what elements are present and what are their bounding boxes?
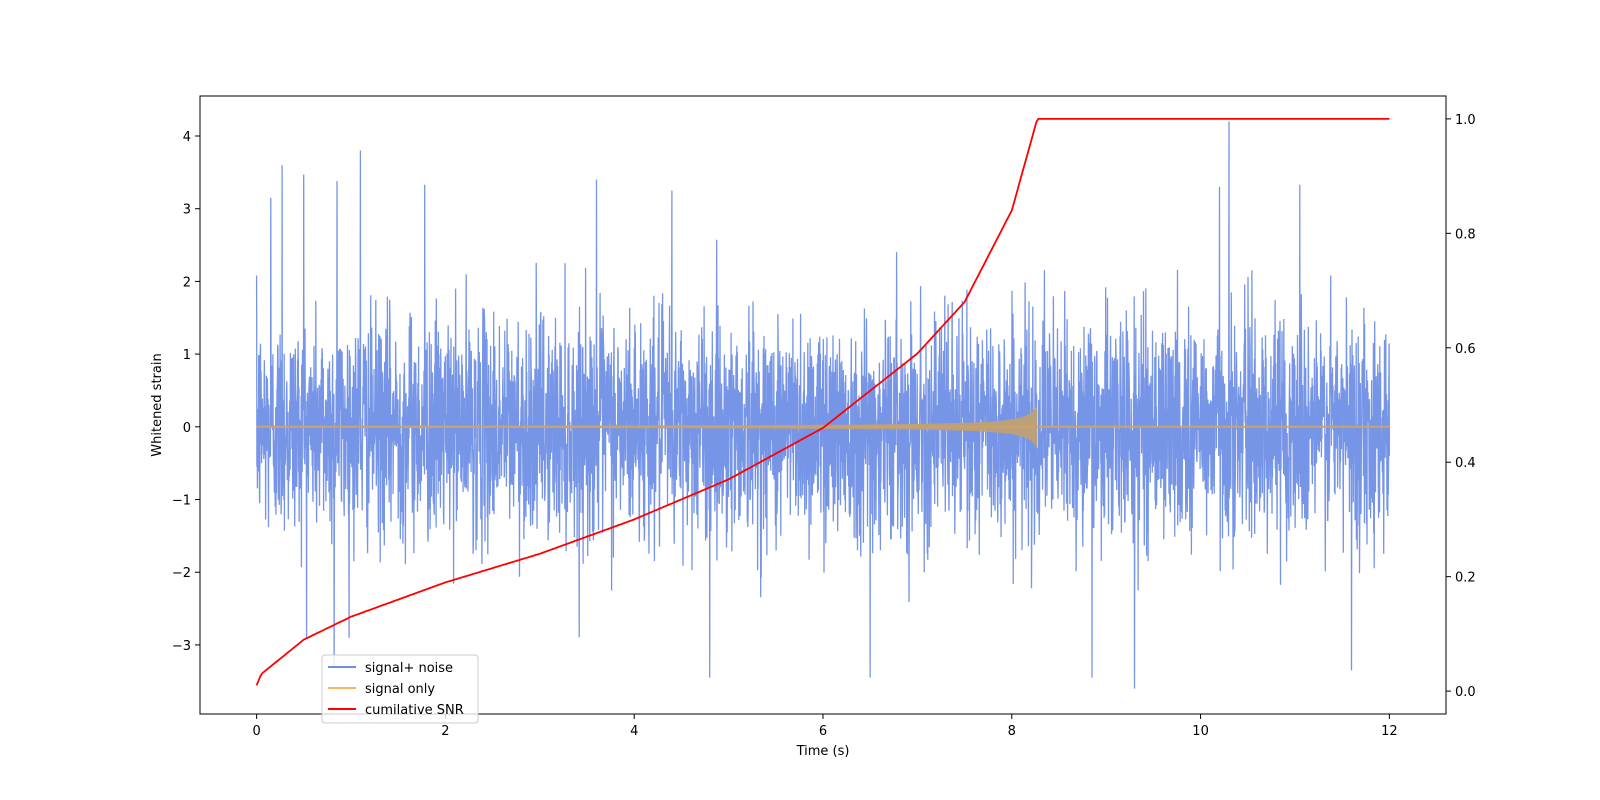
legend-box [321, 654, 479, 724]
legend: signal+ noise signal only cumilative SNR [321, 654, 479, 724]
plot-area [255, 118, 1391, 689]
y2-tick-label: 0.8 [1455, 227, 1476, 242]
x-axis-label: Time (s) [796, 744, 850, 759]
x-tick-label: 4 [630, 724, 638, 739]
x-tick-label: 8 [1008, 724, 1016, 739]
legend-label-cumulative-snr: cumilative SNR [365, 703, 464, 718]
x-tick-label: 2 [441, 724, 449, 739]
y-axis-ticks: −3 −2 −1 0 1 2 3 4 [172, 130, 200, 654]
y2-tick-label: 1.0 [1455, 113, 1476, 128]
y2-tick-label: 0.2 [1455, 571, 1476, 586]
y-tick-label: 0 [183, 421, 191, 436]
y-tick-label: 1 [183, 348, 191, 363]
y-tick-label: 2 [183, 275, 191, 290]
x-tick-label: 0 [252, 724, 260, 739]
y2-tick-label: 0.0 [1455, 685, 1476, 700]
y-tick-label: 4 [183, 130, 191, 145]
y-tick-label: −1 [172, 494, 191, 509]
x-tick-label: 6 [819, 724, 827, 739]
series-layer [255, 118, 1391, 689]
x-axis-ticks: 0 2 4 6 8 10 12 [252, 714, 1398, 739]
legend-label-signal-only: signal only [365, 682, 435, 697]
series-cumulative-snr [255, 118, 1390, 686]
y2-axis-ticks: 0.0 0.2 0.4 0.6 0.8 1.0 [1446, 113, 1476, 700]
legend-label-signal-noise: signal+ noise [365, 661, 453, 676]
x-tick-label: 10 [1192, 724, 1209, 739]
y2-tick-label: 0.4 [1455, 456, 1476, 471]
y2-tick-label: 0.6 [1455, 342, 1476, 357]
y-axis-label: Whitened strain [150, 353, 165, 456]
y-tick-label: −3 [172, 639, 191, 654]
x-tick-label: 12 [1381, 724, 1398, 739]
y-tick-label: 3 [183, 203, 191, 218]
y-tick-label: −2 [172, 566, 191, 581]
